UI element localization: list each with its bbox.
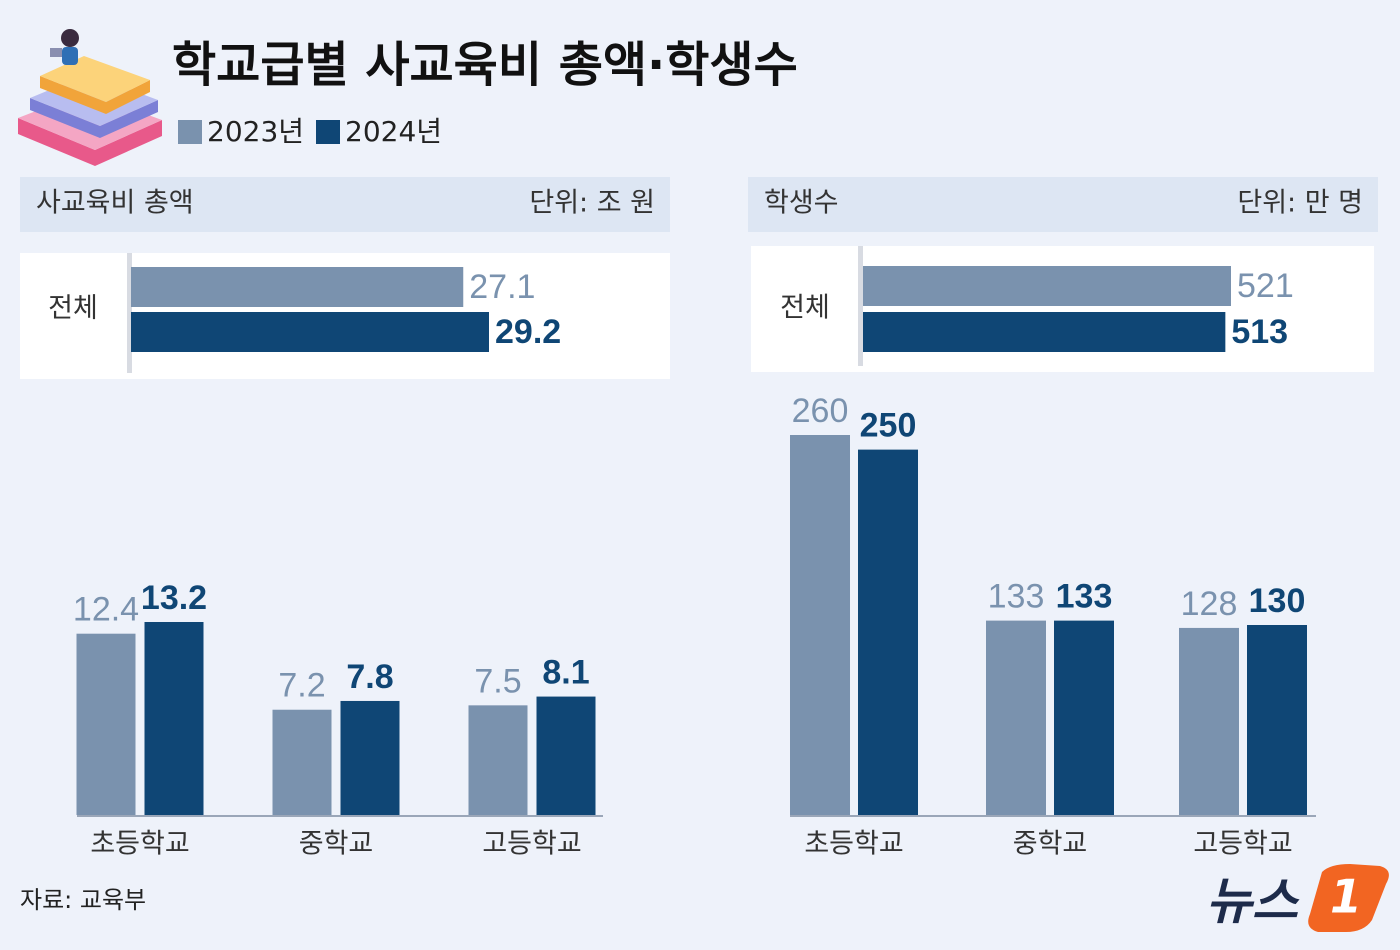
- bar: [1179, 627, 1239, 815]
- panel-title: 학생수: [764, 188, 839, 219]
- category-label: 고등학교: [482, 829, 581, 860]
- bar: [340, 700, 400, 815]
- logo: 뉴스 1: [1206, 864, 1389, 932]
- bar: [986, 620, 1046, 815]
- value-label: 13.2: [141, 579, 207, 617]
- value-label: 133: [1056, 578, 1113, 616]
- value-label: 260: [792, 392, 849, 430]
- total-box: [751, 246, 1374, 372]
- value-label: 7.2: [278, 667, 325, 705]
- source: 자료: 교육부: [20, 886, 146, 914]
- legend-label: 2024년: [345, 115, 442, 148]
- value-label: 27.1: [469, 268, 535, 306]
- bar: [272, 709, 332, 815]
- axis-strip: [127, 253, 132, 373]
- category-label: 중학교: [1013, 829, 1088, 860]
- legend-swatch: [178, 120, 202, 144]
- legend-label: 2023년: [207, 115, 304, 148]
- value-label: 7.8: [346, 658, 393, 696]
- bar: [1054, 620, 1114, 815]
- value-label: 12.4: [73, 591, 139, 629]
- bar: [863, 266, 1231, 306]
- value-label: 128: [1181, 585, 1238, 623]
- bar: [536, 696, 596, 815]
- category-label: 전체: [780, 293, 830, 324]
- bar: [131, 312, 489, 352]
- legend-swatch: [316, 120, 340, 144]
- value-label: 513: [1231, 313, 1288, 351]
- bar: [76, 633, 136, 815]
- title: 학교급별 사교육비 총액·학생수: [172, 37, 798, 93]
- bar: [468, 705, 528, 815]
- value-label: 521: [1237, 267, 1294, 305]
- logo-number: 1: [1330, 870, 1362, 924]
- value-label: 8.1: [542, 654, 589, 692]
- books-icon: [18, 29, 162, 166]
- panel-header: [20, 177, 670, 232]
- value-label: 130: [1249, 582, 1306, 620]
- category-label: 초등학교: [804, 829, 903, 860]
- axis-strip: [858, 246, 863, 366]
- plot-area: 전체 27.1 29.2 초등학교 12.4 13.2 중학교 7.2 7.8 고등학교 7.5 8.…: [48, 266, 1307, 860]
- bar: [790, 435, 850, 815]
- logo-text: 뉴스: [1206, 873, 1300, 931]
- value-label: 250: [860, 407, 917, 445]
- bar: [1247, 625, 1307, 815]
- category-label: 중학교: [299, 829, 374, 860]
- value-label: 133: [988, 578, 1045, 616]
- value-label: 7.5: [474, 662, 521, 700]
- bar: [863, 312, 1226, 352]
- bar: [131, 267, 464, 307]
- category-label: 전체: [48, 293, 98, 324]
- panel-header: [748, 177, 1378, 232]
- value-label: 29.2: [495, 313, 561, 351]
- bar: [858, 449, 918, 815]
- panel-unit: 단위: 만 명: [1237, 188, 1363, 219]
- category-label: 고등학교: [1193, 829, 1292, 860]
- category-label: 초등학교: [90, 829, 189, 860]
- panel-title: 사교육비 총액: [36, 188, 194, 219]
- bar: [144, 622, 204, 815]
- panel-unit: 단위: 조 원: [529, 188, 655, 219]
